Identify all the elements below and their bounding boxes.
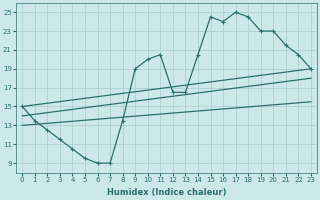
X-axis label: Humidex (Indice chaleur): Humidex (Indice chaleur) [107, 188, 226, 197]
